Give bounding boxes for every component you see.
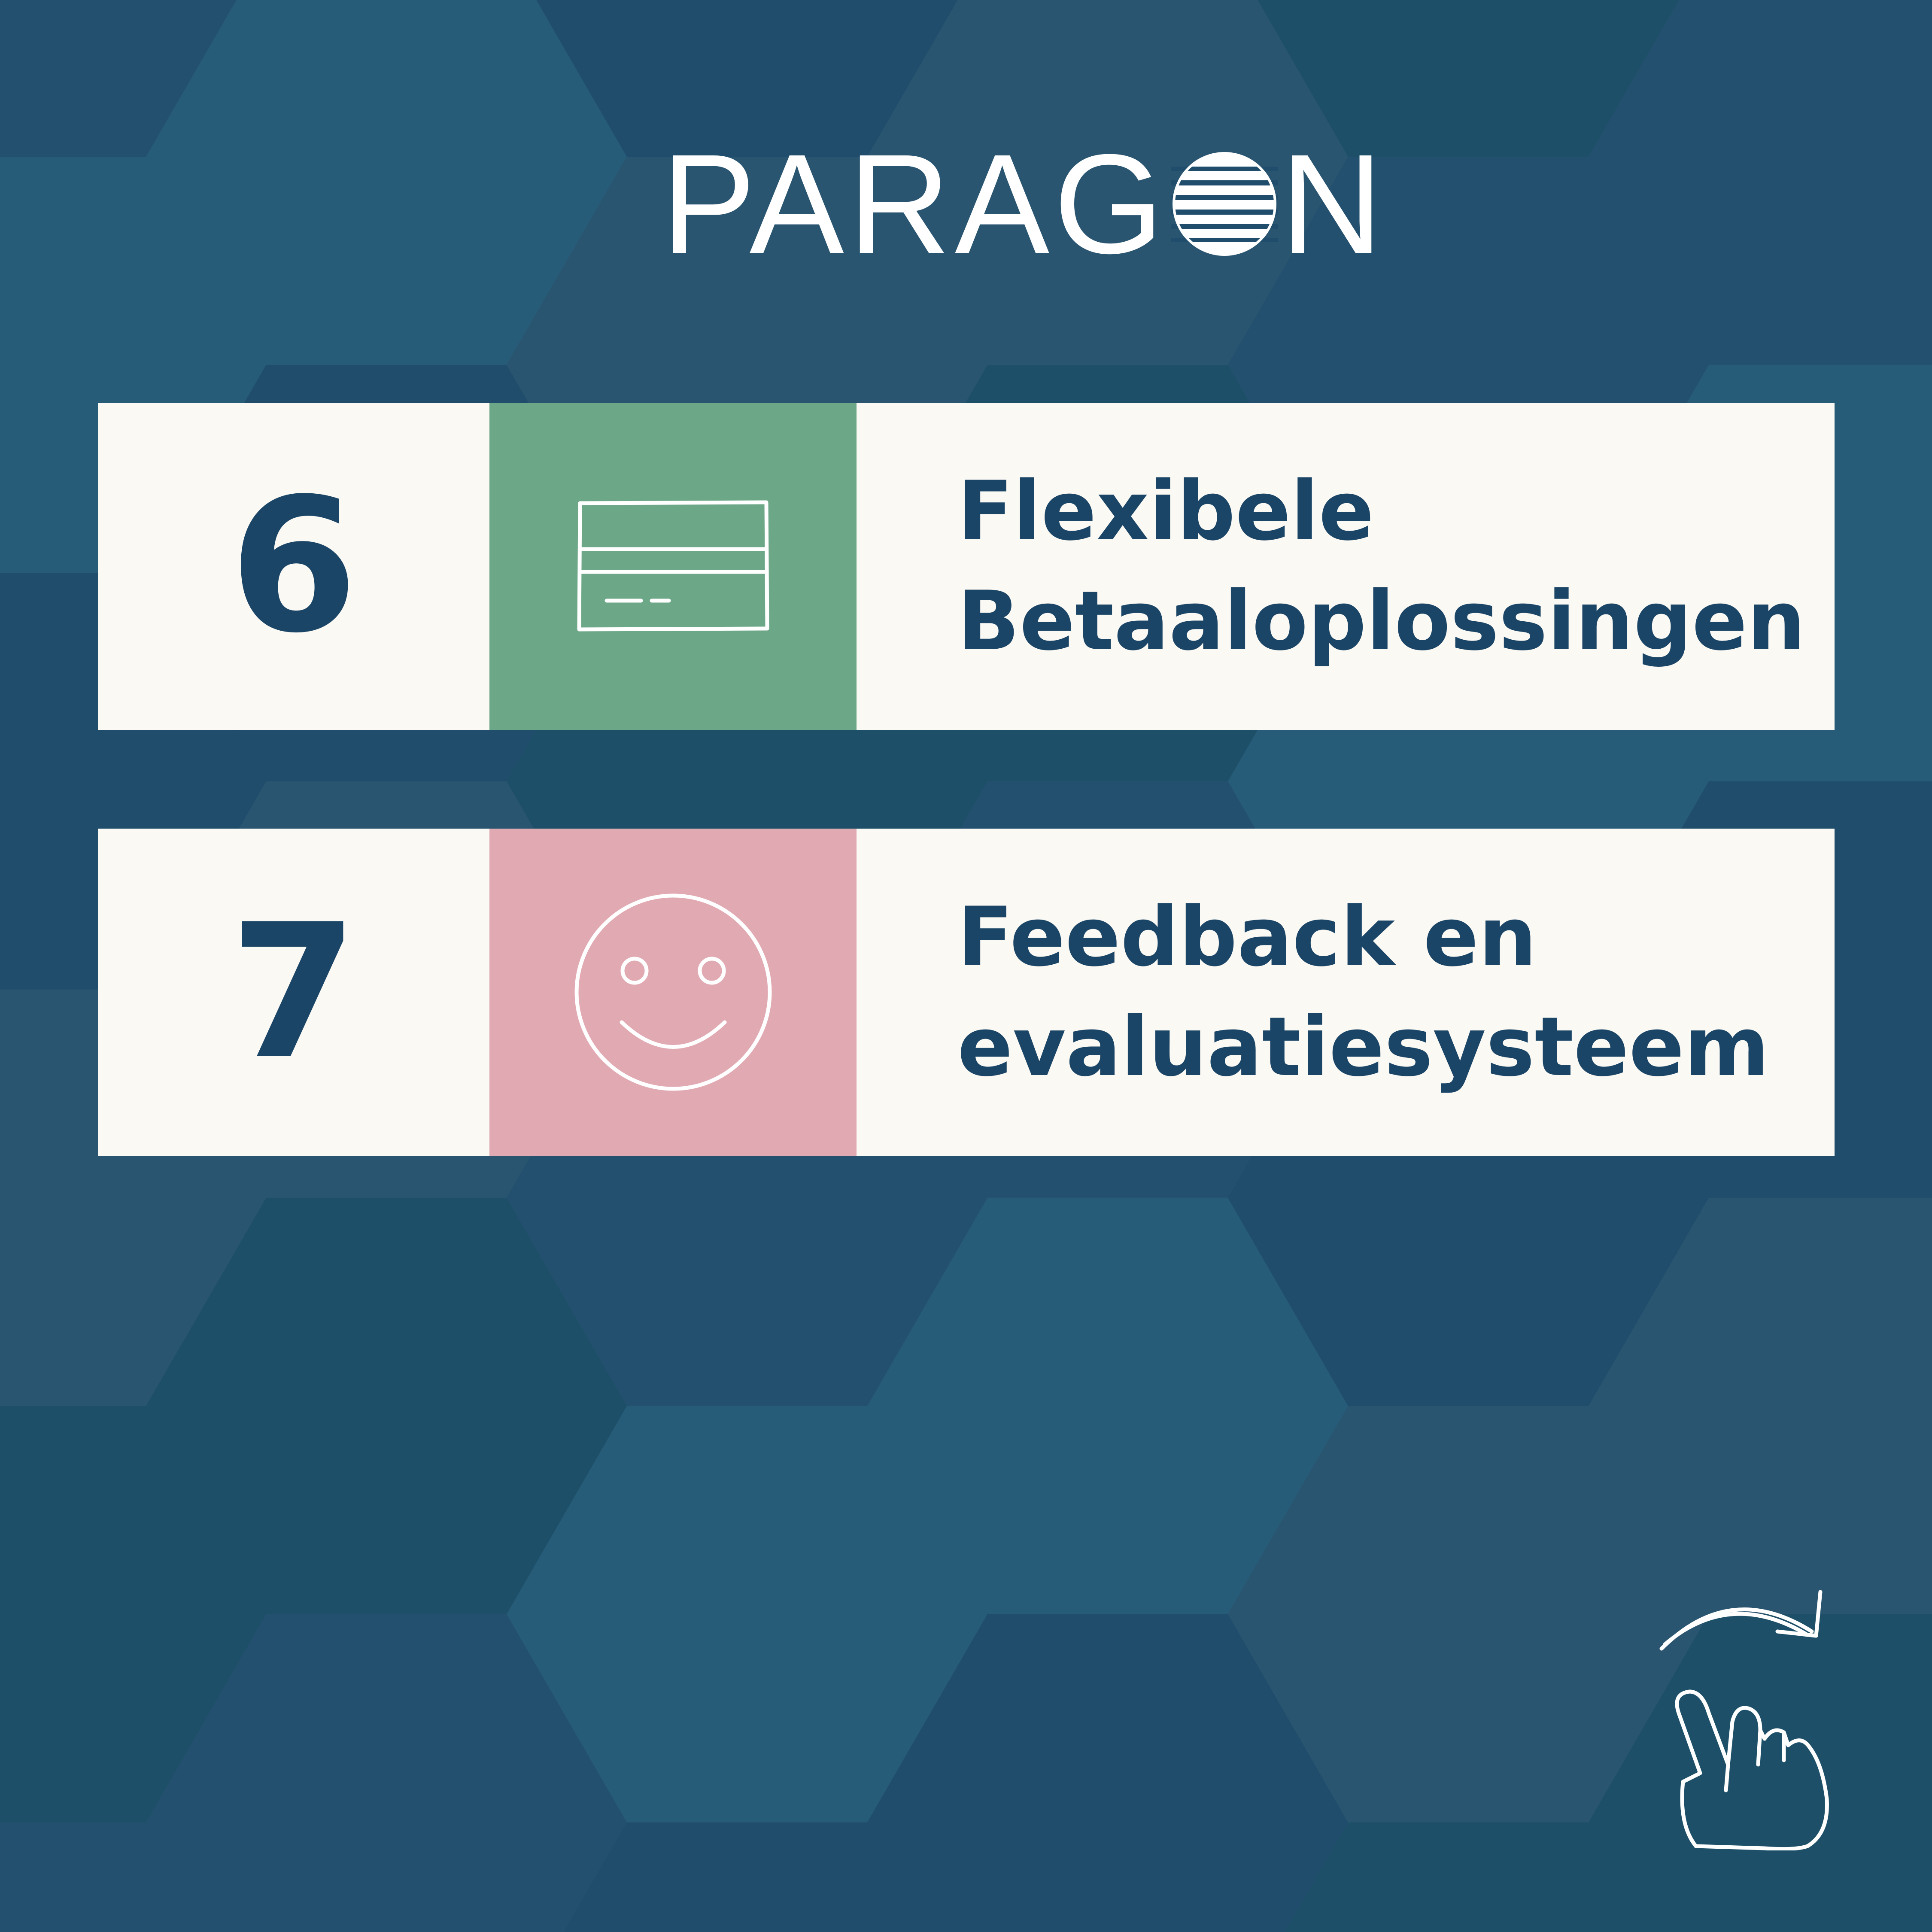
hexagon-tile [146, 1197, 627, 1614]
hexagon-tile [0, 1822, 210, 1932]
paragon-logo: PARAG N [661, 133, 1387, 275]
hexagon-tile [1589, 1614, 1932, 1932]
swipe-hand-icon [1659, 1590, 1829, 1850]
feature-number: 7 [229, 885, 358, 1100]
hexagon-tile [146, 0, 627, 365]
feature-title-line-2: Betaaloplossingen [957, 574, 1805, 668]
feature-label: Flexibele Betaaloplossingen [957, 403, 1807, 730]
feature-card-7: 7 Feedback en evaluatiesysteem [98, 829, 1835, 1156]
feature-title-line-1: Flexibele [957, 463, 1374, 559]
hexagon-tile [563, 1822, 931, 1932]
feature-card-6: 6 Flexibele Betaaloplossingen [98, 403, 1835, 730]
hexagon-tile [0, 1406, 266, 1823]
feature-title-line-1: Feedback en [957, 889, 1537, 984]
hexagon-tile [867, 1197, 1348, 1614]
logo-text-right: N [1280, 125, 1388, 283]
feature-icon-cell [489, 403, 857, 730]
feature-icon-cell [489, 829, 857, 1156]
hexagon-tile [867, 1614, 1348, 1932]
hexagon-tile [1228, 1406, 1709, 1823]
globe-icon [1170, 152, 1278, 256]
hexagon-tile [1258, 0, 1679, 157]
hexagon-tile [1589, 1197, 1932, 1614]
hexagon-tile [507, 1406, 987, 1823]
feature-title-line-2: evaluatiesysteem [957, 999, 1769, 1094]
hexagon-tile [1589, 0, 1932, 365]
feature-label: Feedback en evaluatiesysteem [957, 829, 1807, 1156]
logo-text-left: PARAG [661, 125, 1168, 283]
feature-number-cell: 7 [98, 829, 489, 1156]
hexagon-tile [146, 1614, 627, 1932]
hexagon-tile [867, 0, 1348, 365]
hexagon-tile [0, 0, 237, 157]
hexagon-tile [1285, 1822, 1652, 1932]
feature-number: 6 [229, 459, 358, 674]
credit-card-icon [577, 500, 769, 632]
hexagon-tile [536, 0, 958, 157]
smiley-face-icon [574, 893, 772, 1091]
feature-number-cell: 6 [98, 403, 489, 730]
